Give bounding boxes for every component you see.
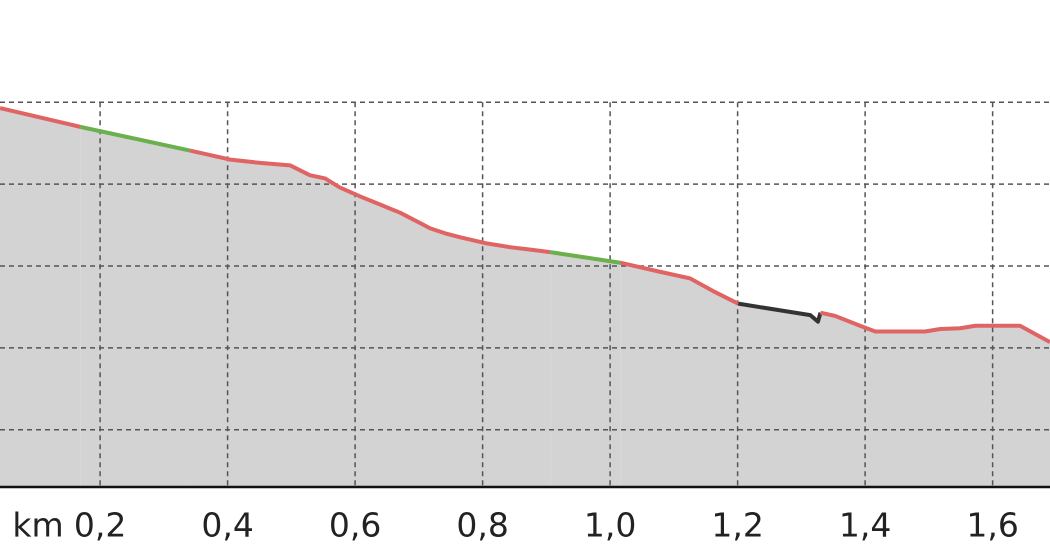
elevation-line — [619, 260, 740, 306]
elevation-area — [80, 126, 190, 488]
elevation-line — [79, 124, 191, 153]
x-axis-label: km — [12, 506, 63, 545]
elevation-area — [738, 303, 821, 487]
elevation-area — [820, 312, 1050, 487]
elevation-area — [620, 262, 739, 487]
elevation-area — [0, 108, 81, 487]
elevation-line — [189, 148, 551, 255]
x-tick-label: 0,2 — [74, 506, 126, 545]
elevation-area — [550, 252, 621, 487]
x-tick-label: 0,6 — [329, 506, 381, 545]
x-tick-label: 1,6 — [966, 506, 1018, 545]
elevation-line — [0, 106, 81, 129]
x-tick-label: 0,4 — [201, 506, 253, 545]
elevation-line — [737, 301, 823, 324]
elevation-line — [820, 310, 1050, 344]
elevation-line — [549, 250, 621, 265]
elevation-area — [189, 150, 551, 487]
x-tick-label: 0,8 — [456, 506, 508, 545]
x-tick-label: 1,0 — [584, 506, 636, 545]
x-tick-label: 1,2 — [711, 506, 763, 545]
x-tick-label: 1,4 — [839, 506, 891, 545]
